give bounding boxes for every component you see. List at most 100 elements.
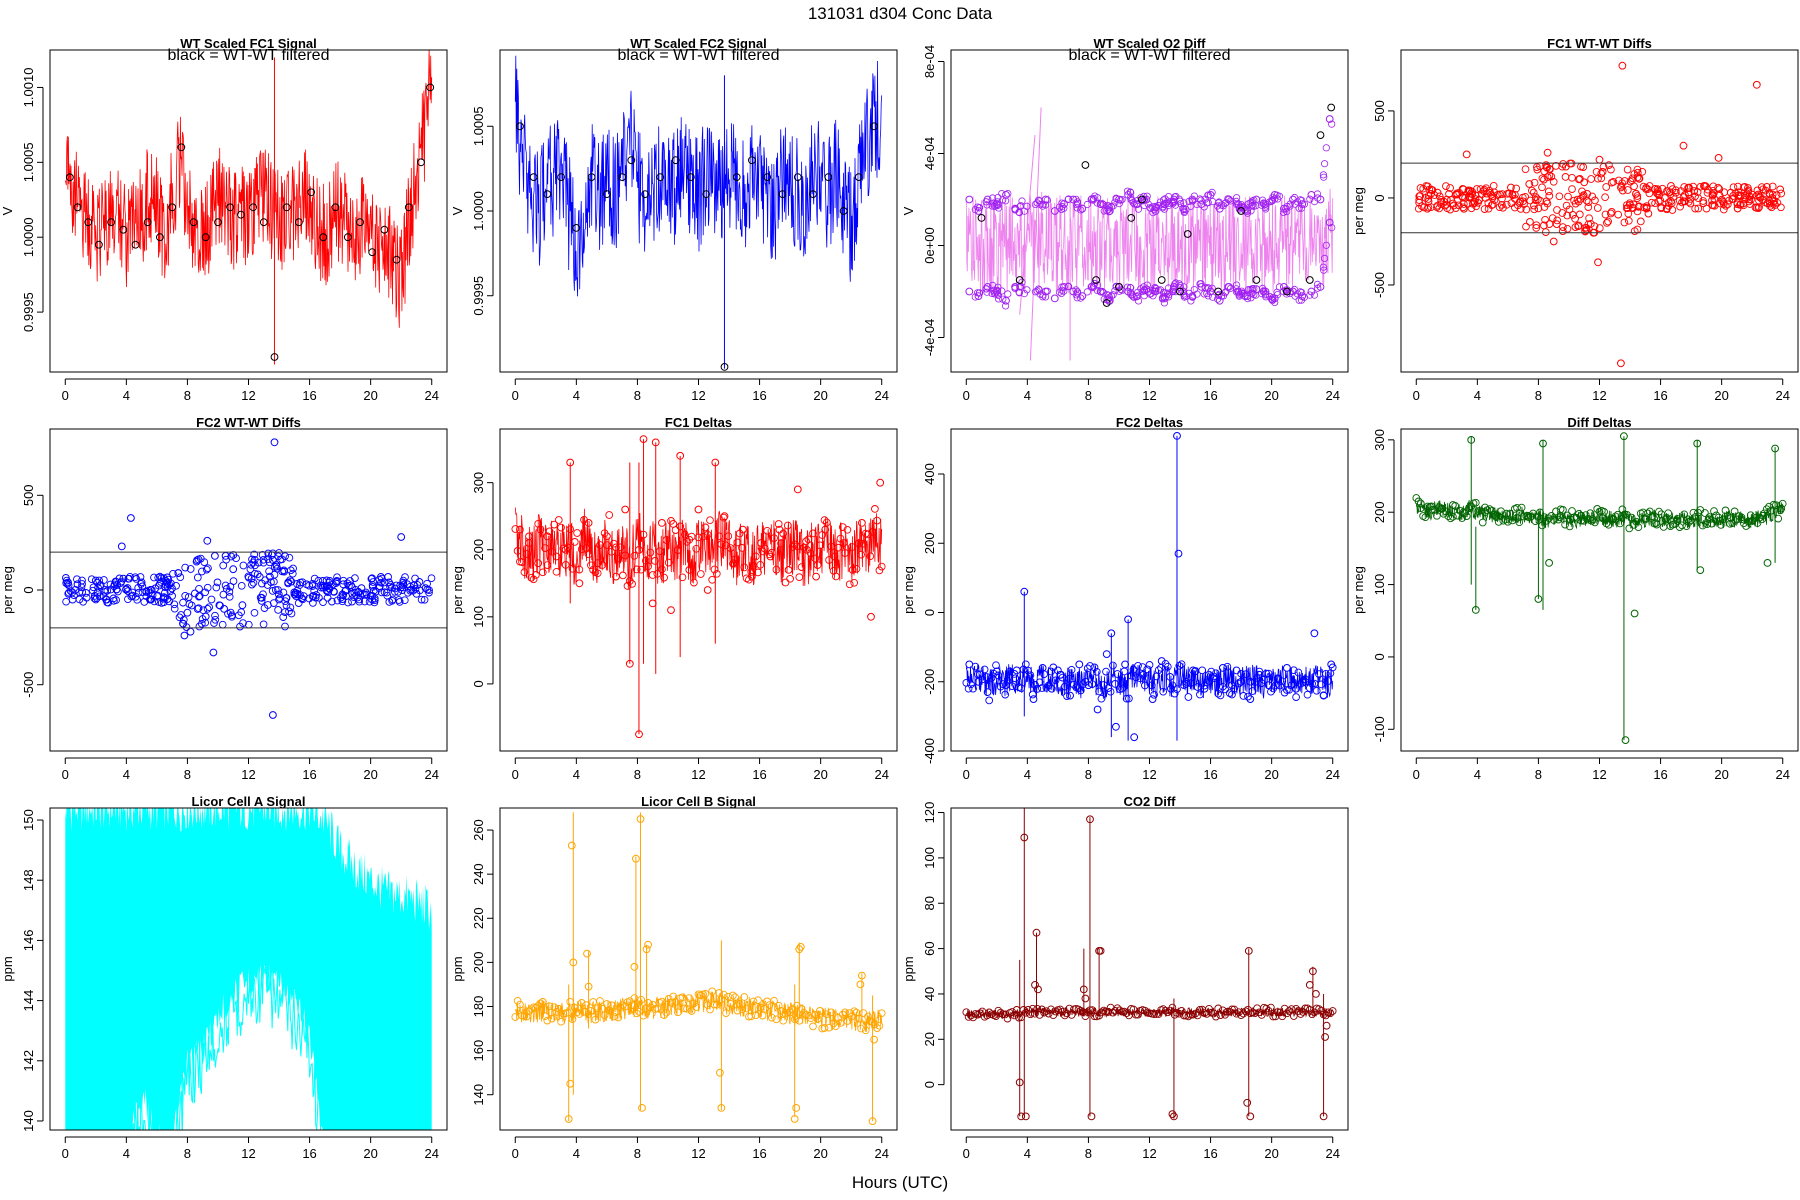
series-point	[1198, 666, 1207, 675]
series-point	[1721, 506, 1730, 515]
point-spikes	[569, 958, 578, 967]
series-point	[543, 1016, 552, 1025]
point-cloud	[78, 580, 86, 588]
y-tick-label: 220	[471, 907, 486, 929]
point-cloud	[1676, 202, 1684, 211]
x-tick-label: 0	[963, 388, 970, 403]
point-cloud	[1734, 188, 1743, 197]
point-cloud	[181, 591, 190, 600]
point-cloud	[298, 595, 307, 604]
series-point	[1584, 514, 1592, 523]
point-spikes	[1305, 981, 1314, 989]
point-cloud	[146, 585, 155, 594]
y-tick-label: 146	[21, 930, 36, 952]
point-cloud	[1319, 263, 1328, 271]
series-point	[674, 546, 682, 554]
point-diffs	[1617, 359, 1625, 368]
point-cloud	[1261, 291, 1270, 299]
x-tick-label: 16	[1203, 388, 1217, 403]
point-cloud	[1015, 209, 1024, 217]
point-cloud	[1604, 217, 1612, 226]
series-point	[754, 996, 762, 1005]
series-point	[1303, 690, 1312, 699]
point-diffs	[1679, 141, 1688, 150]
point-cloud	[258, 579, 266, 588]
series-point	[1490, 510, 1498, 519]
point-cloud	[1603, 219, 1611, 227]
point-cloud	[1528, 186, 1536, 195]
series-point	[1161, 1006, 1170, 1015]
point-cloud	[1719, 200, 1728, 208]
y-tick-label: 200	[471, 539, 486, 561]
point-cloud	[1319, 171, 1328, 179]
point-cloud	[1703, 188, 1712, 197]
series-point	[538, 998, 547, 1006]
x-tick-label: 24	[1325, 388, 1339, 403]
series-point	[1481, 503, 1489, 512]
series-point	[1322, 669, 1330, 678]
series-point	[538, 568, 547, 577]
point-cloud	[197, 619, 206, 628]
point-cloud	[1160, 196, 1168, 204]
point-cloud	[255, 572, 264, 581]
point-cloud	[282, 594, 291, 602]
point-cloud	[1041, 293, 1050, 301]
x-tick-label: 0	[62, 388, 69, 403]
point-cloud	[1261, 203, 1270, 212]
series-point	[827, 1008, 836, 1017]
point-cloud	[1449, 199, 1457, 208]
point-cloud	[1117, 196, 1125, 204]
y-tick-label: 1.0010	[21, 68, 36, 108]
point-filtered	[854, 173, 863, 182]
series-point	[1326, 1009, 1335, 1018]
point-cloud	[1667, 182, 1675, 190]
point-cloud	[260, 604, 269, 612]
series-signal-p1	[64, 50, 433, 328]
point-filtered	[237, 210, 245, 219]
point-cloud	[1214, 295, 1222, 303]
point-cloud	[1011, 205, 1019, 213]
point-deltas	[516, 525, 524, 534]
point-cloud	[1511, 194, 1519, 203]
series-point	[708, 575, 717, 584]
point-spikes	[1243, 1098, 1252, 1107]
x-tick-label: 0	[512, 1146, 519, 1161]
y-tick-label: 0	[471, 680, 486, 687]
series-point	[1109, 1008, 1117, 1017]
series-point	[648, 571, 657, 579]
point-cloud	[1512, 184, 1521, 193]
point-cloud	[259, 620, 268, 629]
point-cloud	[1636, 217, 1645, 226]
point-cloud	[131, 573, 140, 582]
series-point	[1301, 1004, 1310, 1013]
point-cloud	[1298, 196, 1306, 205]
point-cloud	[1538, 174, 1547, 183]
series-point	[566, 997, 575, 1006]
series-point	[1049, 1011, 1058, 1020]
series-point	[854, 539, 863, 548]
x-axis-p4: 0 4 8 12 16 20 24	[1413, 378, 1790, 403]
y-tick-label: 260	[471, 819, 486, 841]
point-cloud	[1618, 186, 1627, 195]
series-point	[779, 1016, 788, 1025]
point-cloud	[1553, 216, 1562, 225]
point-cloud	[1601, 210, 1610, 219]
point-diffs	[64, 589, 73, 598]
point-cloud	[1064, 195, 1072, 204]
point-cloud	[1559, 223, 1567, 231]
point-cloud	[400, 596, 409, 605]
point-cloud	[993, 290, 1002, 298]
series-point	[1143, 665, 1152, 674]
point-cloud	[994, 201, 1003, 209]
point-cloud	[100, 576, 108, 584]
point-cloud	[179, 615, 188, 624]
point-cloud	[1696, 182, 1705, 191]
point-cloud	[145, 595, 154, 604]
point-deltas	[1684, 515, 1692, 524]
series-point	[712, 569, 721, 578]
point-cloud	[1435, 192, 1444, 201]
point-cloud	[1568, 173, 1576, 182]
point-cloud	[193, 573, 202, 582]
series-point	[706, 516, 714, 525]
